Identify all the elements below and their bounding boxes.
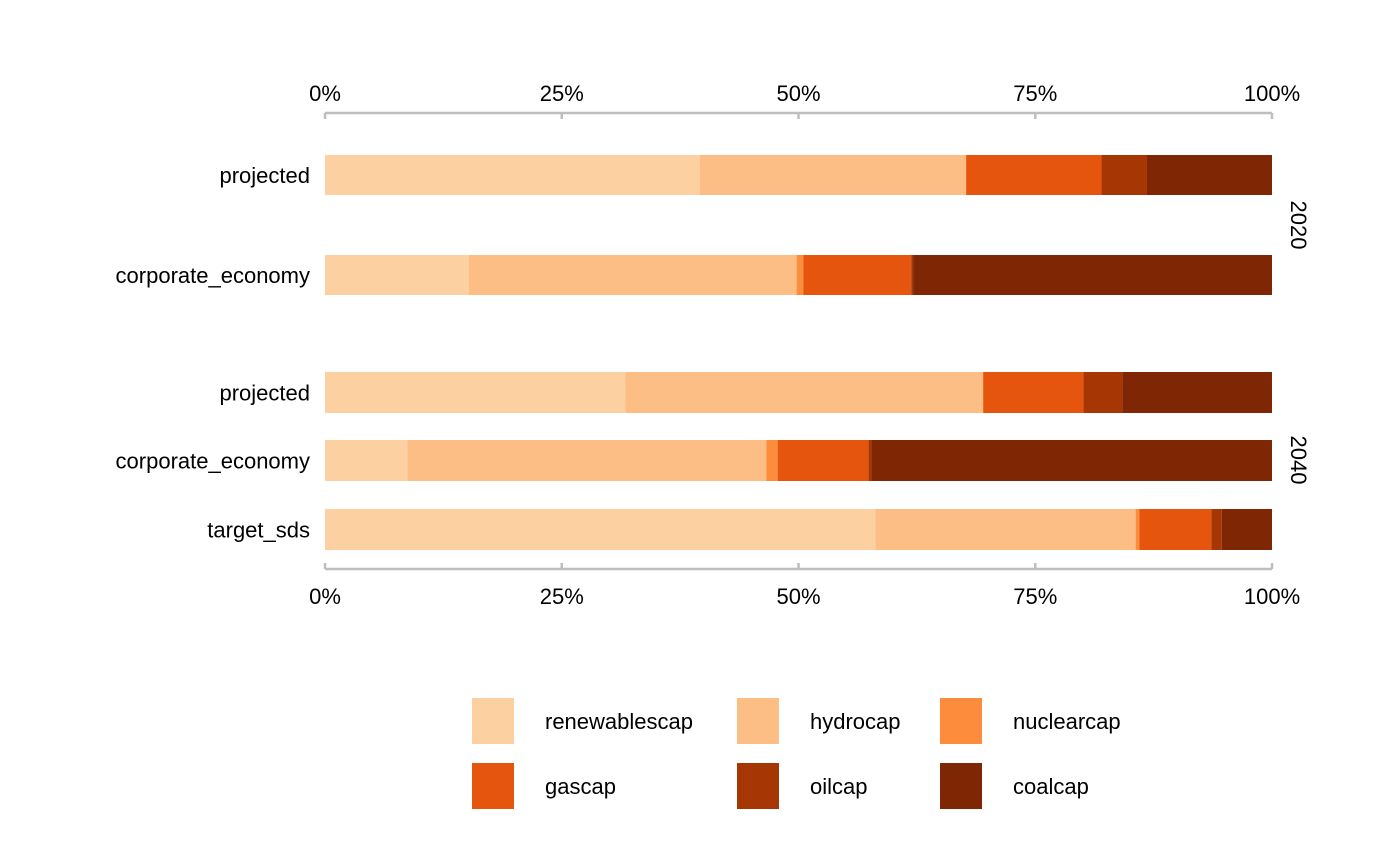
legend-label: nuclearcap (1013, 709, 1121, 734)
legend-swatch (737, 763, 779, 809)
top-axis-tick-label: 50% (776, 81, 820, 106)
legend-item-gascap: gascap (472, 763, 616, 809)
bar-projected-2020 (325, 155, 1272, 195)
bar-segment-oilcap (911, 255, 914, 295)
bar-segment-hydrocap (700, 155, 967, 195)
top-axis-tick-label: 75% (1013, 81, 1057, 106)
bottom-axis-tick-label: 100% (1244, 584, 1300, 609)
bar-segment-renewablescap (325, 155, 701, 195)
bar-projected-2040 (325, 372, 1272, 413)
bottom-x-axis: 0% 25% 50% 75% 100% (309, 563, 1300, 609)
bar-segment-hydrocap (407, 440, 767, 481)
bar-segment-renewablescap (325, 509, 876, 550)
legend-label: hydrocap (810, 709, 901, 734)
bar-corporate-economy-2040 (325, 440, 1272, 481)
legend-item-oilcap: oilcap (737, 763, 867, 809)
legend-label: oilcap (810, 774, 867, 799)
panel-2020: projected corporate_economy 2020 (116, 155, 1311, 295)
bar-target-sds-2040 (325, 509, 1272, 550)
bar-segment-oilcap (1083, 372, 1123, 413)
bar-corporate-economy-2020 (325, 255, 1272, 295)
legend-item-hydrocap: hydrocap (737, 698, 901, 744)
facet-strip-label: 2020 (1286, 201, 1311, 250)
bar-segment-hydrocap (468, 255, 797, 295)
top-axis-tick-label: 100% (1244, 81, 1300, 106)
category-label: projected (219, 381, 310, 406)
legend-label: coalcap (1013, 774, 1089, 799)
legend-item-renewablescap: renewablescap (472, 698, 693, 744)
bottom-axis-tick-label: 25% (540, 584, 584, 609)
bar-segment-nuclearcap (1135, 509, 1140, 550)
bar-segment-renewablescap (325, 255, 469, 295)
category-label: corporate_economy (116, 263, 310, 288)
bar-segment-gascap (777, 440, 869, 481)
bar-segment-oilcap (868, 440, 872, 481)
panel-2040: projected corporate_economy target_sds 2040 (116, 372, 1311, 550)
category-label: target_sds (207, 518, 310, 543)
legend-label: gascap (545, 774, 616, 799)
legend-swatch (737, 698, 779, 744)
top-axis-tick-label: 25% (540, 81, 584, 106)
legend-swatch (940, 698, 982, 744)
category-label: projected (219, 163, 310, 188)
bar-segment-gascap (983, 372, 1084, 413)
bar-segment-coalcap (1221, 509, 1272, 550)
legend: renewablescap hydrocap nuclearcap gascap oil… (472, 698, 1121, 809)
bottom-axis-tick-label: 50% (776, 584, 820, 609)
bar-segment-gascap (966, 155, 1102, 195)
legend-label: renewablescap (545, 709, 693, 734)
top-x-axis: 0% 25% 50% 75% 100% (309, 81, 1300, 119)
bar-segment-hydrocap (625, 372, 984, 413)
bar-segment-gascap (1139, 509, 1212, 550)
legend-swatch (940, 763, 982, 809)
bar-segment-hydrocap (875, 509, 1136, 550)
legend-item-nuclearcap: nuclearcap (940, 698, 1121, 744)
facet-strip-label: 2040 (1286, 436, 1311, 485)
bar-segment-oilcap (1101, 155, 1147, 195)
bottom-axis-tick-label: 0% (309, 584, 341, 609)
bottom-axis-tick-label: 75% (1013, 584, 1057, 609)
bar-segment-coalcap (913, 255, 1272, 295)
bar-segment-coalcap (1146, 155, 1272, 195)
bar-segment-coalcap (871, 440, 1272, 481)
legend-swatch (472, 698, 514, 744)
bar-segment-gascap (803, 255, 912, 295)
plot-panels: projected corporate_economy 2020 projected c… (116, 155, 1311, 550)
legend-item-coalcap: coalcap (940, 763, 1089, 809)
legend-swatch (472, 763, 514, 809)
category-label: corporate_economy (116, 449, 310, 474)
bar-segment-nuclearcap (796, 255, 804, 295)
top-axis-tick-label: 0% (309, 81, 341, 106)
bar-segment-renewablescap (325, 372, 626, 413)
bar-segment-nuclearcap (766, 440, 778, 481)
bar-segment-coalcap (1122, 372, 1272, 413)
bar-segment-renewablescap (325, 440, 408, 481)
bar-segment-oilcap (1211, 509, 1222, 550)
